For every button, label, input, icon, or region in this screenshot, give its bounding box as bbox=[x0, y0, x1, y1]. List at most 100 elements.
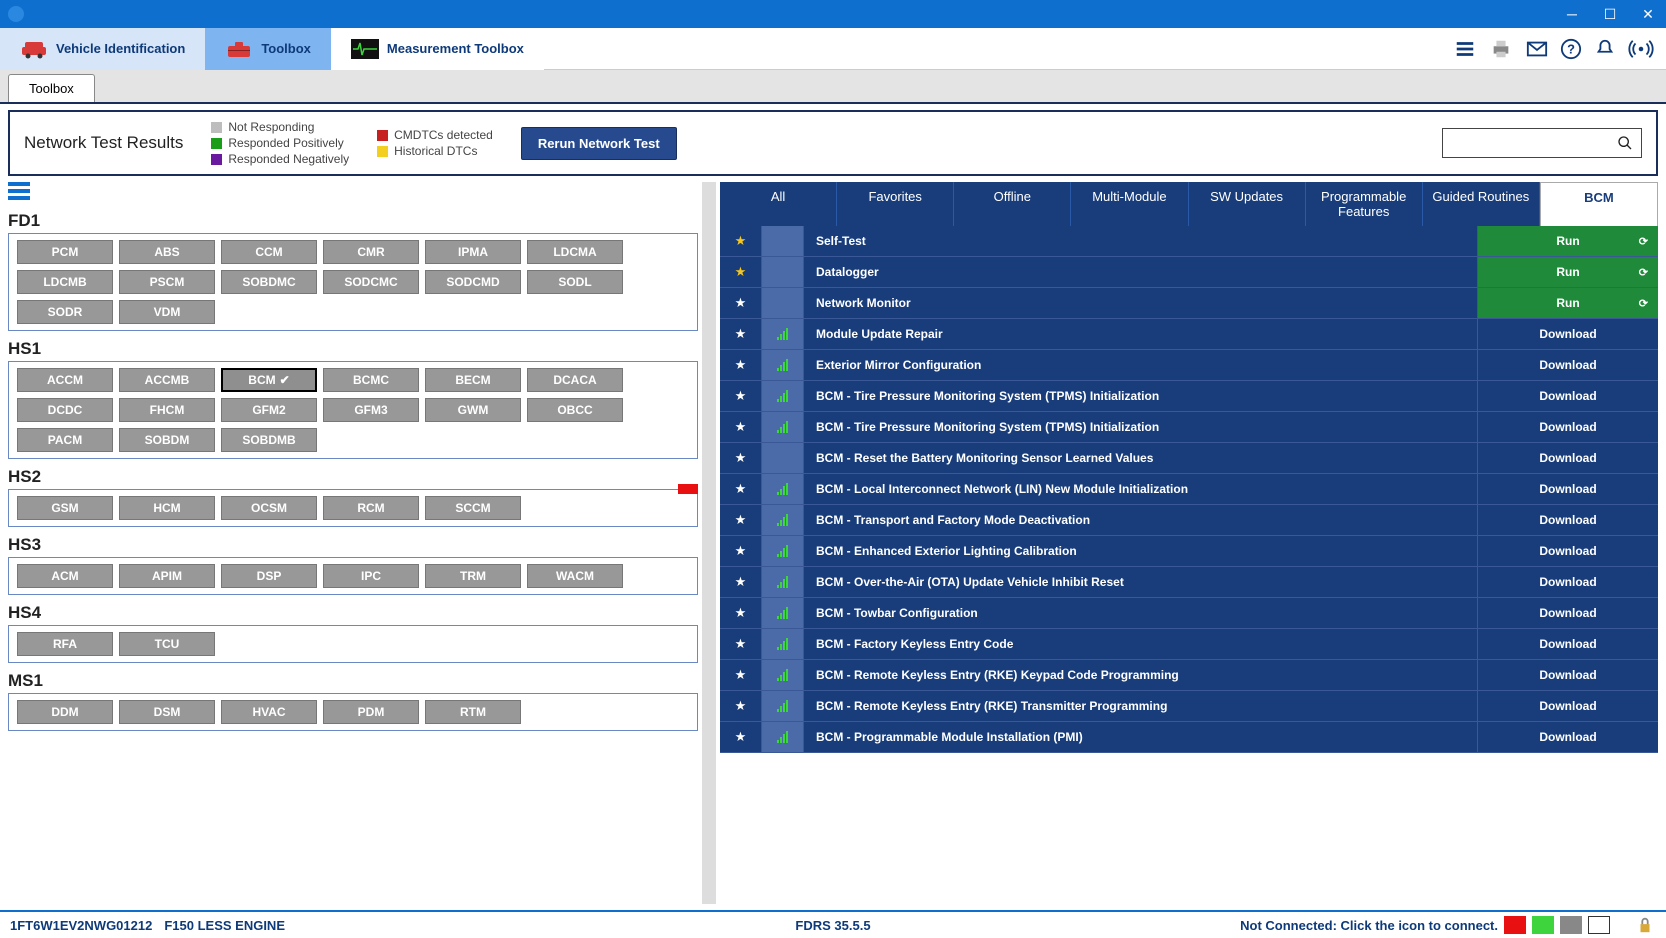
function-action-button[interactable]: Download bbox=[1478, 660, 1658, 690]
favorite-star[interactable]: ★ bbox=[720, 350, 762, 380]
function-action-button[interactable]: Download bbox=[1478, 319, 1658, 349]
bell-icon[interactable] bbox=[1594, 38, 1616, 60]
module-button[interactable]: PDM bbox=[323, 700, 419, 724]
favorite-star[interactable]: ★ bbox=[720, 629, 762, 659]
function-tab[interactable]: Offline bbox=[954, 182, 1071, 226]
module-button[interactable]: SOBDMC bbox=[221, 270, 317, 294]
favorite-star[interactable]: ★ bbox=[720, 443, 762, 473]
nav-toolbox[interactable]: Toolbox bbox=[205, 28, 331, 70]
maximize-button[interactable]: ☐ bbox=[1600, 6, 1620, 23]
module-button[interactable]: RCM bbox=[323, 496, 419, 520]
battery-icon[interactable] bbox=[1588, 916, 1610, 934]
module-button[interactable]: ACCMB bbox=[119, 368, 215, 392]
module-button[interactable]: SOBDM bbox=[119, 428, 215, 452]
module-button[interactable]: TRM bbox=[425, 564, 521, 588]
module-button[interactable]: SODR bbox=[17, 300, 113, 324]
module-button[interactable]: CCM bbox=[221, 240, 317, 264]
favorite-star[interactable]: ★ bbox=[720, 691, 762, 721]
rerun-network-test-button[interactable]: Rerun Network Test bbox=[521, 127, 677, 160]
favorite-star[interactable]: ★ bbox=[720, 288, 762, 318]
function-action-button[interactable]: Download bbox=[1478, 381, 1658, 411]
module-button[interactable]: PACM bbox=[17, 428, 113, 452]
menu-icon[interactable] bbox=[1454, 38, 1476, 60]
favorite-star[interactable]: ★ bbox=[720, 598, 762, 628]
module-button[interactable]: FHCM bbox=[119, 398, 215, 422]
function-tab[interactable]: All bbox=[720, 182, 837, 226]
function-tab[interactable]: SW Updates bbox=[1189, 182, 1306, 226]
module-button[interactable]: PSCM bbox=[119, 270, 215, 294]
favorite-star[interactable]: ★ bbox=[720, 536, 762, 566]
module-button[interactable]: SODL bbox=[527, 270, 623, 294]
module-button[interactable]: APIM bbox=[119, 564, 215, 588]
module-button[interactable]: SOBDMB bbox=[221, 428, 317, 452]
module-button[interactable]: HVAC bbox=[221, 700, 317, 724]
module-button[interactable]: SCCM bbox=[425, 496, 521, 520]
module-button[interactable]: LDCMB bbox=[17, 270, 113, 294]
module-button[interactable]: VDM bbox=[119, 300, 215, 324]
mail-icon[interactable] bbox=[1526, 38, 1548, 60]
module-button[interactable]: TCU bbox=[119, 632, 215, 656]
print-icon[interactable] bbox=[1488, 38, 1514, 60]
module-button[interactable]: OBCC bbox=[527, 398, 623, 422]
module-button[interactable]: GFM2 bbox=[221, 398, 317, 422]
module-button[interactable]: OCSM bbox=[221, 496, 317, 520]
function-tab[interactable]: Programmable Features bbox=[1306, 182, 1423, 226]
search-input[interactable] bbox=[1442, 128, 1642, 158]
module-button[interactable]: ACM bbox=[17, 564, 113, 588]
function-action-button[interactable]: Download bbox=[1478, 722, 1658, 752]
favorite-star[interactable]: ★ bbox=[720, 722, 762, 752]
module-button[interactable]: ABS bbox=[119, 240, 215, 264]
module-button[interactable]: PCM bbox=[17, 240, 113, 264]
function-tab[interactable]: Favorites bbox=[837, 182, 954, 226]
list-view-icon[interactable] bbox=[8, 182, 30, 200]
function-action-button[interactable]: Download bbox=[1478, 629, 1658, 659]
favorite-star[interactable]: ★ bbox=[720, 319, 762, 349]
lock-icon[interactable] bbox=[1634, 916, 1656, 934]
function-action-button[interactable]: Download bbox=[1478, 567, 1658, 597]
module-button[interactable]: DCDC bbox=[17, 398, 113, 422]
module-button[interactable]: IPC bbox=[323, 564, 419, 588]
left-scrollbar[interactable] bbox=[702, 182, 716, 904]
module-button[interactable]: DSP bbox=[221, 564, 317, 588]
close-button[interactable]: ✕ bbox=[1638, 6, 1658, 23]
function-tab[interactable]: Multi-Module bbox=[1071, 182, 1188, 226]
favorite-star[interactable]: ★ bbox=[720, 505, 762, 535]
help-icon[interactable]: ? bbox=[1560, 38, 1582, 60]
function-tab[interactable]: BCM bbox=[1540, 182, 1658, 226]
signal-icon[interactable] bbox=[1532, 916, 1554, 934]
module-button[interactable]: GFM3 bbox=[323, 398, 419, 422]
module-button[interactable]: RFA bbox=[17, 632, 113, 656]
module-button[interactable]: ACCM bbox=[17, 368, 113, 392]
function-action-button[interactable]: Download bbox=[1478, 691, 1658, 721]
function-action-button[interactable]: Run⟳ bbox=[1478, 257, 1658, 287]
module-button[interactable]: BCM ✔ bbox=[221, 368, 317, 392]
module-button[interactable]: CMR bbox=[323, 240, 419, 264]
module-button[interactable]: HCM bbox=[119, 496, 215, 520]
module-button[interactable]: SODCMC bbox=[323, 270, 419, 294]
module-button[interactable]: DDM bbox=[17, 700, 113, 724]
function-action-button[interactable]: Download bbox=[1478, 443, 1658, 473]
nav-vehicle-identification[interactable]: Vehicle Identification bbox=[0, 28, 205, 70]
broadcast-icon[interactable] bbox=[1628, 38, 1654, 60]
module-button[interactable]: IPMA bbox=[425, 240, 521, 264]
module-button[interactable]: BECM bbox=[425, 368, 521, 392]
module-button[interactable]: SODCMD bbox=[425, 270, 521, 294]
tab-toolbox[interactable]: Toolbox bbox=[8, 74, 95, 102]
module-button[interactable]: RTM bbox=[425, 700, 521, 724]
function-action-button[interactable]: Run⟳ bbox=[1478, 226, 1658, 256]
function-action-button[interactable]: Download bbox=[1478, 505, 1658, 535]
favorite-star[interactable]: ★ bbox=[720, 412, 762, 442]
tool-icon[interactable] bbox=[1560, 916, 1582, 934]
module-button[interactable]: BCMC bbox=[323, 368, 419, 392]
function-tab[interactable]: Guided Routines bbox=[1423, 182, 1540, 226]
module-button[interactable]: GWM bbox=[425, 398, 521, 422]
vci-icon[interactable] bbox=[1504, 916, 1526, 934]
function-action-button[interactable]: Run⟳ bbox=[1478, 288, 1658, 318]
function-action-button[interactable]: Download bbox=[1478, 412, 1658, 442]
favorite-star[interactable]: ★ bbox=[720, 257, 762, 287]
favorite-star[interactable]: ★ bbox=[720, 226, 762, 256]
module-button[interactable]: GSM bbox=[17, 496, 113, 520]
function-action-button[interactable]: Download bbox=[1478, 536, 1658, 566]
module-button[interactable]: LDCMA bbox=[527, 240, 623, 264]
module-button[interactable]: WACM bbox=[527, 564, 623, 588]
